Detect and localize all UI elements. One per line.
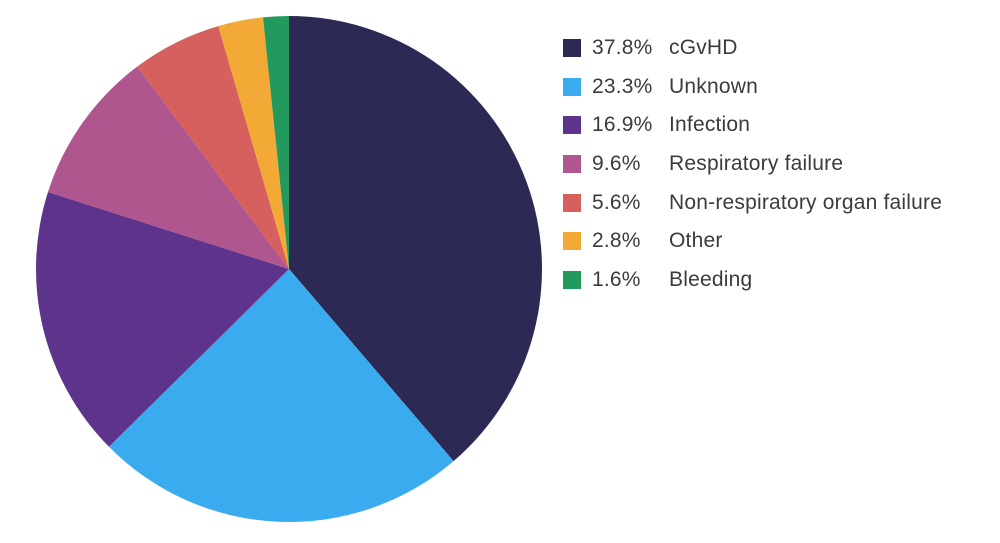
legend-percent: 23.3%	[592, 74, 653, 98]
legend-percent: 16.9%	[592, 113, 653, 137]
pie-slice-respiratory-failure	[47, 66, 290, 269]
legend-label: Bleeding	[669, 267, 753, 291]
legend-swatch	[563, 77, 581, 96]
legend-label: cGvHD	[669, 36, 738, 60]
pie-slice-infection	[35, 192, 289, 447]
legend-item: 2.8% Other	[563, 222, 993, 261]
legend-swatch	[563, 270, 581, 289]
legend: 37.8% cGvHD 23.3% Unknown 16.9% Infection 9.6%…	[563, 29, 993, 299]
legend-swatch	[563, 116, 581, 135]
legend-label: Respiratory failure	[669, 152, 844, 176]
legend-label: Infection	[669, 113, 751, 137]
legend-item: 16.9% Infection	[563, 106, 993, 145]
pie-slice-unknown	[108, 269, 454, 523]
legend-percent: 37.8%	[592, 36, 653, 60]
legend-label: Non-respiratory organ failure	[669, 190, 943, 214]
legend-item: 37.8% cGvHD	[563, 29, 993, 68]
legend-item: 5.6% Non-respiratory organ failure	[563, 183, 993, 222]
legend-percent: 2.8%	[592, 229, 641, 253]
legend-percent: 1.6%	[592, 267, 641, 291]
legend-item: 1.6% Bleeding	[563, 261, 993, 300]
pie-slice-bleeding	[262, 16, 289, 269]
legend-swatch	[563, 39, 581, 58]
pie-slice-non-respiratory-organ-failure	[137, 26, 289, 269]
legend-swatch	[563, 232, 581, 251]
legend-swatch	[563, 193, 581, 212]
legend-item: 9.6% Respiratory failure	[563, 145, 993, 184]
legend-label: Unknown	[669, 74, 758, 98]
pie-slice-cgvhd	[289, 16, 543, 462]
legend-item: 23.3% Unknown	[563, 68, 993, 107]
pie-slice-other	[218, 17, 289, 270]
legend-swatch	[563, 155, 581, 174]
legend-label: Other	[669, 229, 723, 253]
legend-percent: 9.6%	[592, 152, 641, 176]
legend-percent: 5.6%	[592, 190, 641, 214]
